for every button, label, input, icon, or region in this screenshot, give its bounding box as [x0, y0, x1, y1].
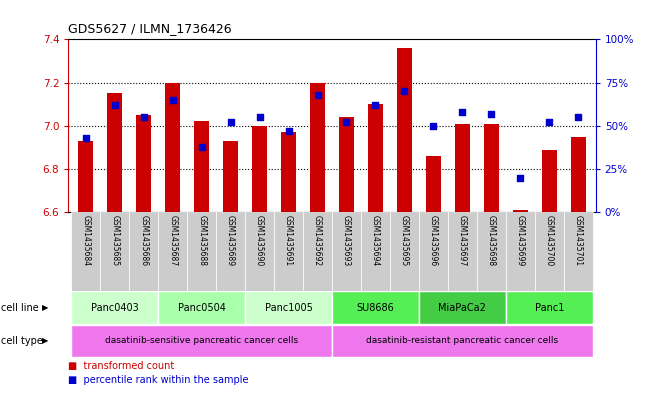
Text: GSM1435696: GSM1435696: [429, 215, 438, 266]
Bar: [455, 124, 469, 212]
Point: [139, 114, 149, 120]
Bar: [253, 126, 267, 212]
Bar: [100, 212, 129, 291]
Point: [486, 110, 497, 117]
Bar: [187, 212, 216, 291]
Bar: [216, 212, 245, 291]
Bar: [368, 104, 383, 212]
Point: [515, 174, 525, 181]
Text: Panc1005: Panc1005: [264, 303, 312, 312]
Text: GSM1435693: GSM1435693: [342, 215, 351, 266]
Bar: [506, 292, 593, 323]
Point: [399, 88, 409, 94]
Bar: [564, 212, 593, 291]
Text: GSM1435701: GSM1435701: [574, 215, 583, 266]
Bar: [165, 83, 180, 212]
Text: cell type: cell type: [1, 336, 43, 346]
Bar: [332, 325, 593, 357]
Text: GDS5627 / ILMN_1736426: GDS5627 / ILMN_1736426: [68, 22, 232, 35]
Bar: [419, 292, 506, 323]
Bar: [195, 121, 209, 212]
Point: [283, 128, 294, 134]
Text: dasatinib-resistant pancreatic cancer cells: dasatinib-resistant pancreatic cancer ce…: [367, 336, 559, 345]
Bar: [71, 212, 100, 291]
Bar: [137, 115, 151, 212]
Bar: [390, 212, 419, 291]
Text: dasatinib-sensitive pancreatic cancer cells: dasatinib-sensitive pancreatic cancer ce…: [105, 336, 298, 345]
Point: [225, 119, 236, 125]
Bar: [361, 212, 390, 291]
Text: GSM1435686: GSM1435686: [139, 215, 148, 266]
Point: [457, 109, 467, 115]
Bar: [71, 325, 332, 357]
Bar: [332, 212, 361, 291]
Text: Panc0403: Panc0403: [91, 303, 139, 312]
Text: cell line: cell line: [1, 303, 39, 312]
Text: GSM1435689: GSM1435689: [226, 215, 235, 266]
Bar: [477, 212, 506, 291]
Point: [167, 97, 178, 103]
Text: GSM1435688: GSM1435688: [197, 215, 206, 266]
Bar: [303, 212, 332, 291]
Bar: [274, 212, 303, 291]
Bar: [223, 141, 238, 212]
Text: ▶: ▶: [42, 303, 48, 312]
Point: [341, 119, 352, 125]
Bar: [332, 292, 419, 323]
Bar: [245, 212, 274, 291]
Text: Panc0504: Panc0504: [178, 303, 225, 312]
Bar: [571, 137, 585, 212]
Bar: [513, 210, 527, 212]
Bar: [339, 117, 353, 212]
Point: [81, 135, 91, 141]
Text: GSM1435687: GSM1435687: [168, 215, 177, 266]
Bar: [71, 292, 158, 323]
Text: GSM1435685: GSM1435685: [110, 215, 119, 266]
Text: GSM1435694: GSM1435694: [371, 215, 380, 266]
Bar: [426, 156, 441, 212]
Bar: [397, 48, 411, 212]
Bar: [535, 212, 564, 291]
Text: GSM1435690: GSM1435690: [255, 215, 264, 266]
Text: GSM1435699: GSM1435699: [516, 215, 525, 266]
Point: [428, 123, 439, 129]
Text: Panc1: Panc1: [534, 303, 564, 312]
Text: ▶: ▶: [42, 336, 48, 345]
Bar: [79, 141, 93, 212]
Point: [255, 114, 265, 120]
Text: GSM1435695: GSM1435695: [400, 215, 409, 266]
Bar: [448, 212, 477, 291]
Point: [109, 102, 120, 108]
Point: [312, 92, 323, 98]
Bar: [311, 83, 325, 212]
Text: ■  transformed count: ■ transformed count: [68, 362, 174, 371]
Bar: [281, 132, 296, 212]
Text: GSM1435684: GSM1435684: [81, 215, 90, 266]
Text: GSM1435691: GSM1435691: [284, 215, 293, 266]
Point: [197, 143, 207, 150]
Text: SU8686: SU8686: [357, 303, 395, 312]
Point: [573, 114, 583, 120]
Bar: [542, 150, 557, 212]
Bar: [158, 212, 187, 291]
Point: [370, 102, 381, 108]
Text: GSM1435697: GSM1435697: [458, 215, 467, 266]
Bar: [107, 94, 122, 212]
Bar: [419, 212, 448, 291]
Bar: [484, 124, 499, 212]
Text: GSM1435692: GSM1435692: [313, 215, 322, 266]
Text: MiaPaCa2: MiaPaCa2: [439, 303, 486, 312]
Bar: [245, 292, 332, 323]
Point: [544, 119, 555, 125]
Bar: [158, 292, 245, 323]
Text: GSM1435698: GSM1435698: [487, 215, 496, 266]
Text: ■  percentile rank within the sample: ■ percentile rank within the sample: [68, 375, 249, 385]
Bar: [506, 212, 535, 291]
Text: GSM1435700: GSM1435700: [545, 215, 554, 266]
Bar: [129, 212, 158, 291]
